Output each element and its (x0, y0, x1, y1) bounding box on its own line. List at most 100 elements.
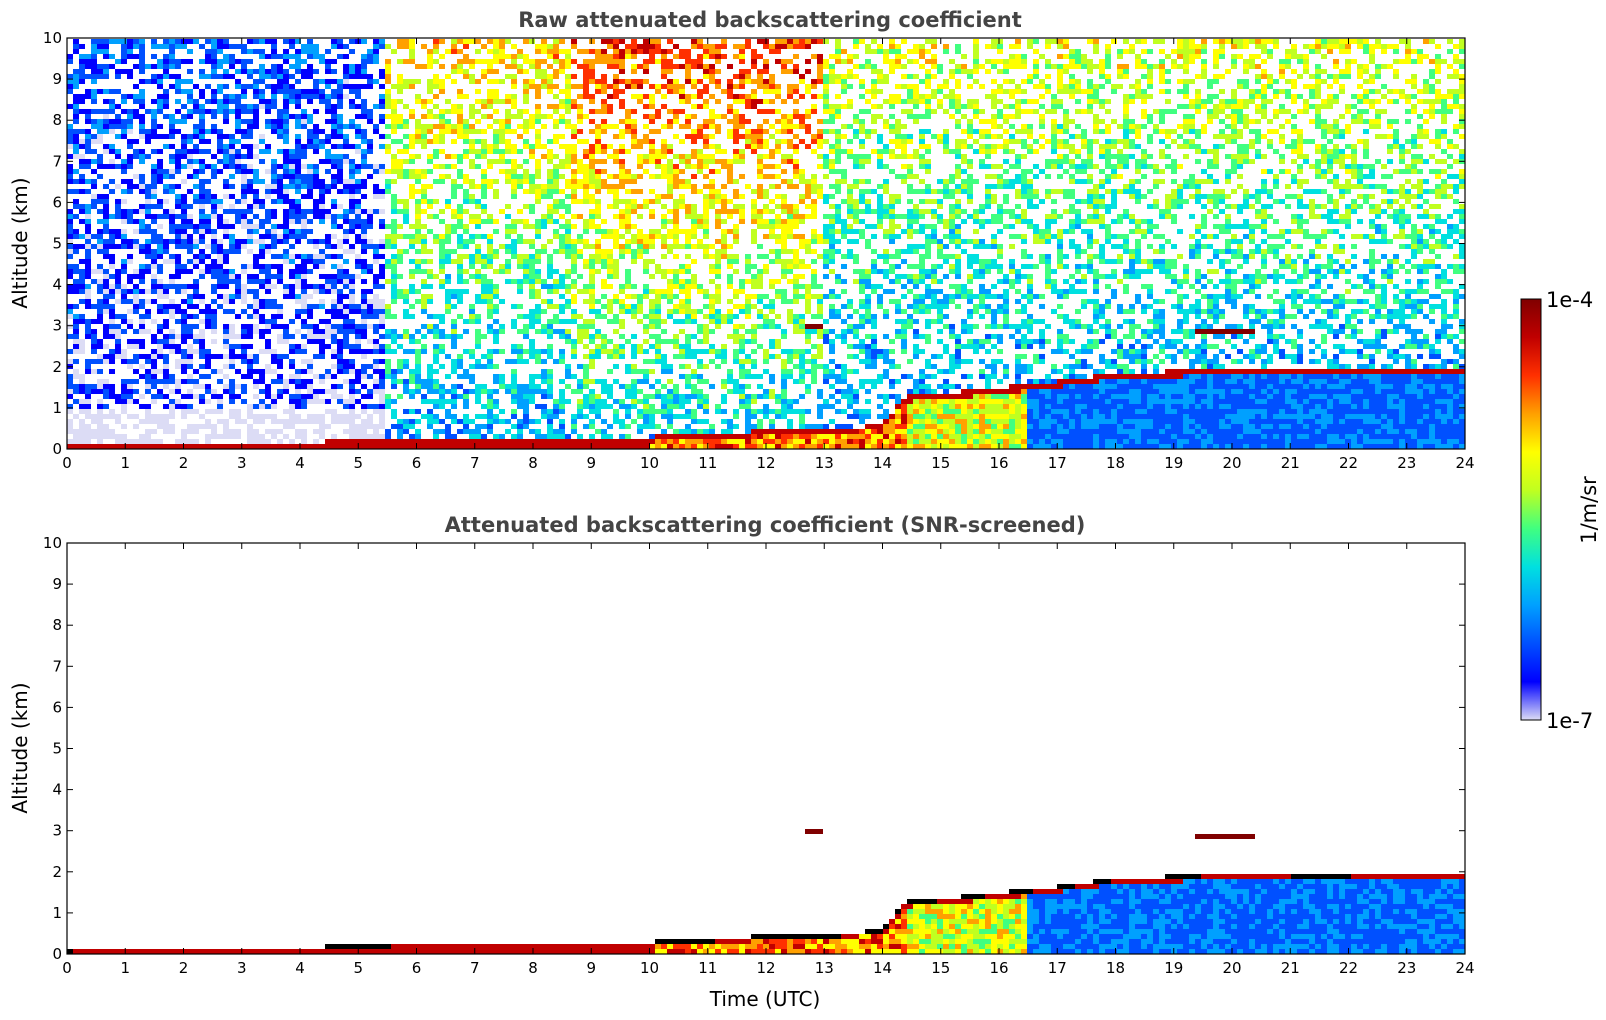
heatmap-cell (391, 139, 397, 144)
heatmap-cell (463, 279, 469, 284)
heatmap-cell (535, 104, 541, 109)
heatmap-cell (529, 209, 535, 214)
heatmap-cell (247, 434, 253, 439)
heatmap-cell (673, 284, 679, 289)
heatmap-cell (175, 129, 181, 134)
heatmap-cell (229, 334, 235, 339)
heatmap-cell (421, 199, 427, 204)
heatmap-cell (211, 389, 217, 394)
heatmap-cell (97, 239, 103, 244)
heatmap-cell (169, 344, 175, 349)
heatmap-cell (673, 394, 679, 399)
heatmap-cell (283, 149, 289, 154)
heatmap-cell (625, 274, 631, 279)
heatmap-cell (505, 249, 511, 254)
heatmap-cell (589, 274, 595, 279)
heatmap-cell (271, 354, 277, 359)
heatmap-cell (469, 129, 475, 134)
heatmap-cell (283, 104, 289, 109)
heatmap-cell (535, 359, 541, 364)
heatmap-cell (649, 39, 655, 44)
heatmap-cell (241, 389, 247, 394)
heatmap-cell (145, 434, 151, 439)
heatmap-cell (151, 114, 157, 119)
heatmap-cell (559, 394, 565, 399)
heatmap-cell (91, 39, 97, 44)
heatmap-cell (409, 44, 415, 49)
heatmap-cell (241, 359, 247, 364)
heatmap-cell (229, 64, 235, 69)
heatmap-cell (595, 349, 601, 354)
heatmap-cell (199, 124, 205, 129)
heatmap-cell (649, 54, 655, 59)
heatmap-cell (601, 344, 607, 349)
heatmap-cell (187, 244, 193, 249)
heatmap-cell (127, 209, 133, 214)
heatmap-cell (241, 329, 247, 334)
heatmap-cell (679, 329, 685, 334)
heatmap-cell (253, 294, 259, 299)
heatmap-cell (535, 439, 541, 444)
heatmap-cell (529, 59, 535, 64)
heatmap-cell (181, 79, 187, 84)
heatmap-cell (67, 439, 73, 444)
heatmap-cell (319, 199, 325, 204)
heatmap-cell (511, 129, 517, 134)
heatmap-cell (337, 399, 343, 404)
heatmap-cell (343, 359, 349, 364)
heatmap-cell (655, 109, 661, 114)
heatmap-cell (85, 424, 91, 429)
heatmap-cell (583, 319, 589, 324)
heatmap-cell (103, 394, 109, 399)
heatmap-cell (205, 139, 211, 144)
heatmap-cell (625, 204, 631, 209)
heatmap-cell (331, 134, 337, 139)
heatmap-cell (685, 314, 691, 319)
heatmap-cell (433, 179, 439, 184)
heatmap-cell (487, 64, 493, 69)
heatmap-cell (349, 274, 355, 279)
heatmap-cell (85, 299, 91, 304)
heatmap-cell (91, 444, 97, 449)
heatmap-cell (109, 349, 115, 354)
heatmap-cell (145, 269, 151, 274)
heatmap-cell (517, 349, 523, 354)
heatmap-cell (67, 264, 73, 269)
heatmap-cell (523, 129, 529, 134)
heatmap-cell (127, 344, 133, 349)
heatmap-cell (475, 79, 481, 84)
heatmap-cell (499, 139, 505, 144)
heatmap-cell (367, 214, 373, 219)
heatmap-cell (649, 159, 655, 164)
heatmap-cell (613, 444, 619, 449)
heatmap-cell (205, 424, 211, 429)
heatmap-cell (523, 329, 529, 334)
heatmap-cell (607, 109, 613, 114)
heatmap-cell (583, 229, 589, 234)
heatmap-cell (217, 249, 223, 254)
heatmap-cell (607, 434, 613, 439)
heatmap-cell (511, 249, 517, 254)
heatmap-cell (289, 334, 295, 339)
heatmap-cell (163, 249, 169, 254)
heatmap-cell (691, 184, 697, 189)
heatmap-cell (391, 244, 397, 249)
heatmap-cell (199, 399, 205, 404)
heatmap-cell (337, 364, 343, 369)
heatmap-cell (631, 64, 637, 69)
heatmap-cell (193, 109, 199, 114)
heatmap-cell (589, 79, 595, 84)
heatmap-cell (145, 359, 151, 364)
heatmap-cell (223, 329, 229, 334)
heatmap-cell (127, 94, 133, 99)
heatmap-cell (151, 334, 157, 339)
heatmap-cell (637, 99, 643, 104)
heatmap-cell (67, 284, 73, 289)
heatmap-cell (457, 314, 463, 319)
heatmap-cell (169, 174, 175, 179)
heatmap-cell (649, 394, 655, 399)
heatmap-cell (163, 369, 169, 374)
heatmap-cell (331, 394, 337, 399)
heatmap-cell (397, 119, 403, 124)
heatmap-cell (181, 104, 187, 109)
